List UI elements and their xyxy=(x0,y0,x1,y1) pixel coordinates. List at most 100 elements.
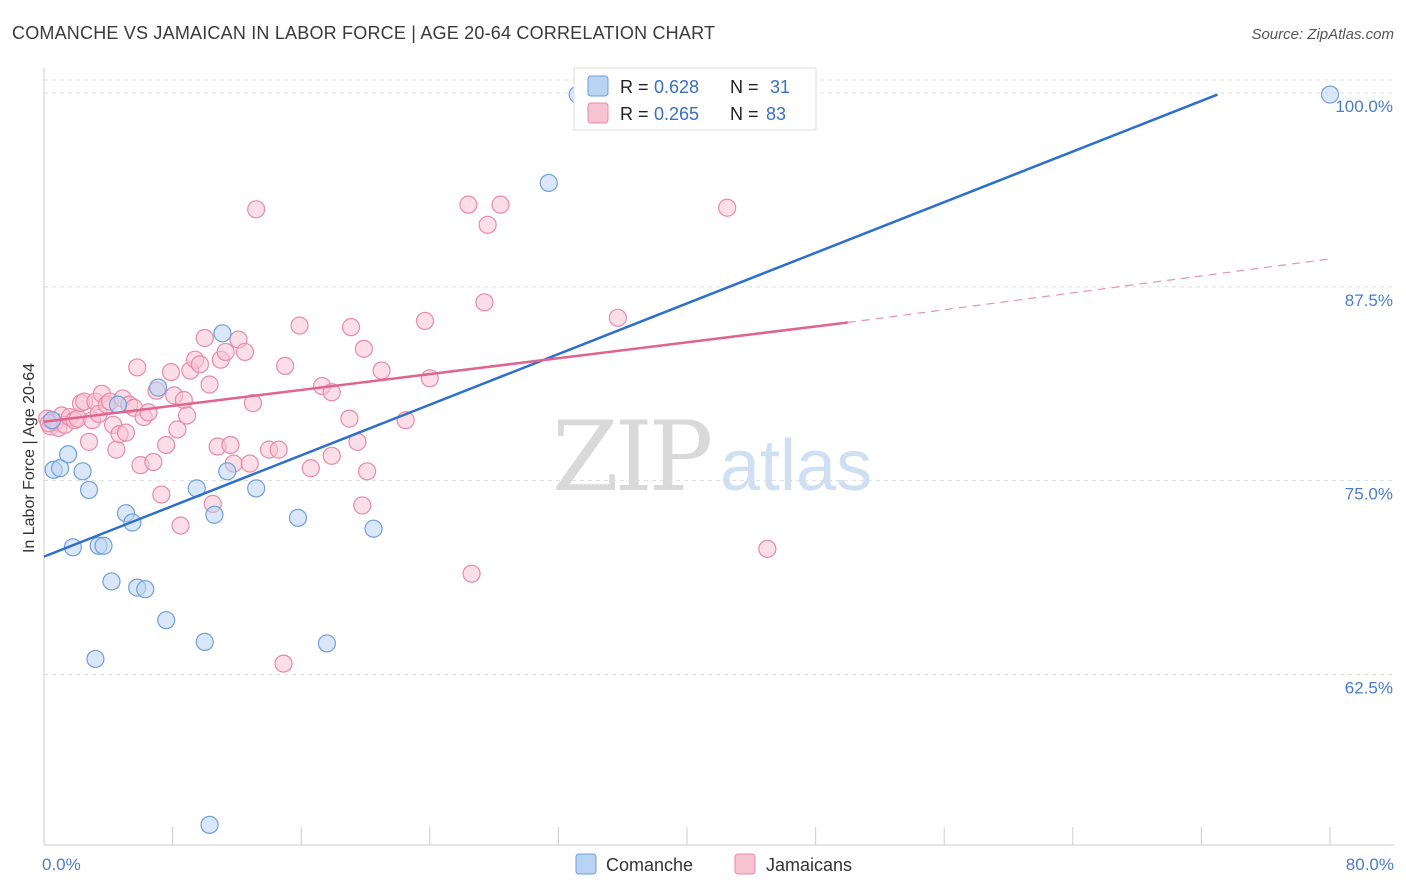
point-comanche-15 xyxy=(136,580,155,599)
legend-n-label-comanche: N = xyxy=(730,77,759,97)
point-jamaicans-28 xyxy=(139,403,158,422)
point-comanche-28 xyxy=(539,173,558,193)
point-jamaicans-42 xyxy=(195,328,214,348)
watermark: ZIP atlas xyxy=(552,401,872,513)
y-tick-labels: 62.5% 75.0% 87.5% 100.0% xyxy=(1335,97,1393,697)
point-jamaicans-64 xyxy=(340,409,359,428)
point-comanche-5 xyxy=(73,462,92,481)
point-comanche-9 xyxy=(94,536,113,555)
point-jamaicans-36 xyxy=(171,516,190,535)
legend-r-label-jamaicans: R = xyxy=(620,104,649,124)
point-jamaicans-32 xyxy=(157,435,176,455)
point-jamaicans-58 xyxy=(276,356,295,375)
point-jamaicans-11 xyxy=(79,432,99,451)
point-jamaicans-81 xyxy=(758,539,777,558)
point-jamaicans-79 xyxy=(608,308,627,327)
point-jamaicans-67 xyxy=(353,496,372,515)
point-jamaicans-41 xyxy=(190,355,210,374)
series-points xyxy=(38,85,1340,834)
point-jamaicans-60 xyxy=(301,459,320,478)
legend: R = 0.628 N = 31 R = 0.265 N = 83 xyxy=(573,67,817,131)
point-comanche-23 xyxy=(218,462,237,481)
x-tick-label-0: 0.0% xyxy=(42,855,81,874)
bottom-legend-swatch-comanche xyxy=(575,853,597,875)
point-jamaicans-51 xyxy=(235,342,255,362)
trendlines xyxy=(43,93,1331,558)
point-comanche-30 xyxy=(1320,85,1340,104)
bottom-legend-label-comanche: Comanche xyxy=(606,855,693,875)
point-jamaicans-25 xyxy=(128,358,147,377)
bottom-legend: Comanche Jamaicans xyxy=(575,853,852,875)
point-comanche-3 xyxy=(59,445,78,464)
legend-swatch-comanche xyxy=(587,75,609,97)
x-tick-labels: 0.0% 80.0% xyxy=(42,855,1394,874)
watermark-zip: ZIP xyxy=(552,401,711,513)
point-jamaicans-54 xyxy=(247,200,266,219)
bottom-legend-label-jamaicans: Jamaicans xyxy=(766,855,852,875)
point-jamaicans-29 xyxy=(144,452,163,472)
bottom-legend-swatch-jamaicans xyxy=(734,853,756,875)
point-jamaicans-22 xyxy=(116,423,136,442)
point-jamaicans-69 xyxy=(358,462,377,481)
point-jamaicans-48 xyxy=(221,435,240,455)
point-comanche-21 xyxy=(205,505,224,524)
legend-n-value-jamaicans: 83 xyxy=(766,104,786,124)
point-jamaicans-76 xyxy=(475,293,494,312)
legend-r-label-comanche: R = xyxy=(620,77,649,97)
y-tick-label-2: 87.5% xyxy=(1345,291,1393,310)
x-tick-label-1: 80.0% xyxy=(1346,855,1394,874)
point-jamaicans-33 xyxy=(161,362,181,382)
point-comanche-26 xyxy=(317,634,337,653)
point-comanche-16 xyxy=(149,378,168,397)
point-jamaicans-68 xyxy=(354,339,373,358)
point-jamaicans-77 xyxy=(478,215,497,234)
point-jamaicans-56 xyxy=(269,440,288,459)
point-comanche-19 xyxy=(195,632,214,651)
point-jamaicans-63 xyxy=(322,446,341,465)
point-jamaicans-59 xyxy=(290,316,309,335)
point-comanche-25 xyxy=(288,508,308,527)
point-jamaicans-57 xyxy=(274,654,293,673)
legend-r-value-comanche: 0.628 xyxy=(654,77,699,97)
point-comanche-6 xyxy=(79,480,99,500)
legend-n-label-jamaicans: N = xyxy=(730,104,759,124)
point-jamaicans-35 xyxy=(168,420,187,439)
point-comanche-10 xyxy=(102,572,121,591)
chart-source: Source: ZipAtlas.com xyxy=(1251,26,1394,43)
y-tick-label-0: 62.5% xyxy=(1345,678,1393,697)
point-jamaicans-19 xyxy=(107,440,126,459)
point-jamaicans-72 xyxy=(415,311,435,331)
y-tick-label-1: 75.0% xyxy=(1345,485,1393,504)
point-jamaicans-62 xyxy=(322,383,341,402)
point-jamaicans-78 xyxy=(491,195,510,214)
axes xyxy=(43,68,1394,846)
y-tick-label-3: 100.0% xyxy=(1335,97,1393,116)
point-jamaicans-52 xyxy=(240,454,259,473)
point-jamaicans-53 xyxy=(243,394,263,413)
point-comanche-2 xyxy=(50,459,70,478)
point-jamaicans-75 xyxy=(462,564,481,583)
point-comanche-24 xyxy=(247,479,266,498)
trendline-jamaicans xyxy=(43,321,848,423)
point-jamaicans-31 xyxy=(152,485,171,504)
trendline-comanche xyxy=(43,93,1218,558)
point-jamaicans-38 xyxy=(177,406,197,425)
point-comanche-17 xyxy=(157,611,176,630)
point-comanche-7 xyxy=(86,649,105,669)
legend-r-value-jamaicans: 0.265 xyxy=(654,104,699,124)
y-axis-label: In Labor Force | Age 20-64 xyxy=(21,363,38,553)
point-jamaicans-65 xyxy=(341,318,361,337)
point-comanche-22 xyxy=(213,324,232,343)
legend-box xyxy=(573,67,817,131)
legend-n-value-comanche: 31 xyxy=(770,77,790,97)
point-jamaicans-47 xyxy=(216,342,235,362)
point-comanche-20 xyxy=(200,815,219,834)
point-jamaicans-80 xyxy=(718,198,737,217)
gridlines xyxy=(44,79,1394,675)
trendline-dashed-jamaicans xyxy=(847,258,1331,324)
watermark-atlas: atlas xyxy=(720,426,872,506)
chart-title: COMANCHE VS JAMAICAN IN LABOR FORCE | AG… xyxy=(12,23,715,43)
point-comanche-27 xyxy=(364,519,383,538)
point-jamaicans-43 xyxy=(200,375,219,394)
